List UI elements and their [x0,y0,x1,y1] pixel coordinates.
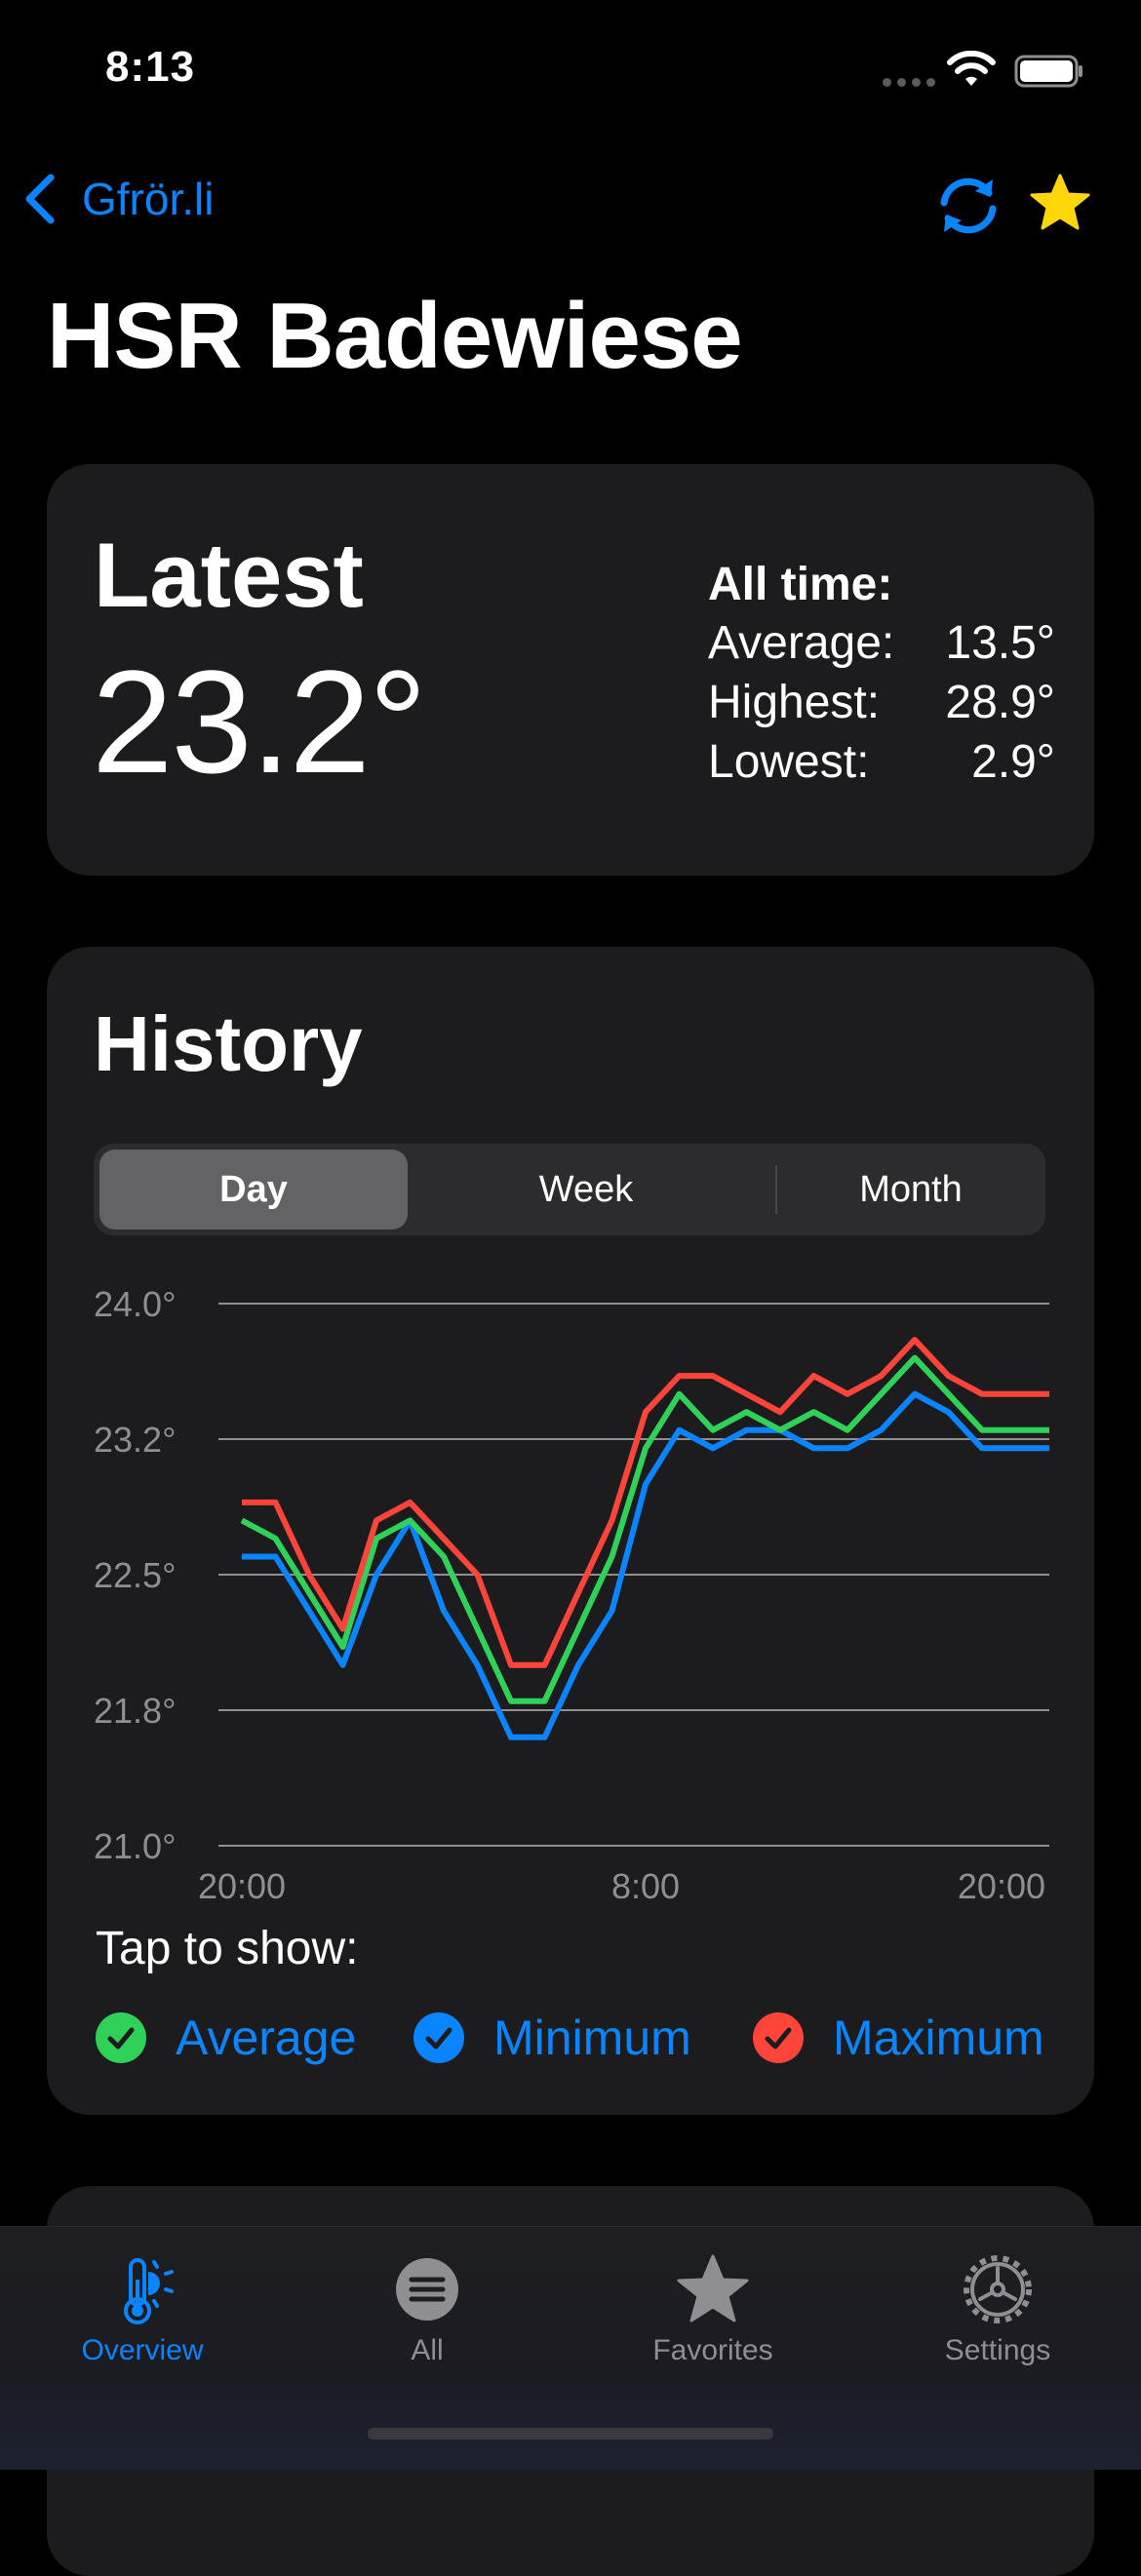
highest-label: Highest: [708,677,881,728]
status-time: 8:13 [105,43,196,91]
tab-all[interactable]: All [330,2250,525,2367]
history-chart: 24.0° 23.2° 22.5° 21.8° 21.0° 20:00 8:00 20:00 [94,1284,1049,1902]
thermometer-sun-icon [124,2258,174,2324]
lowest-label: Lowest: [708,736,870,788]
cellular-signal-icon [883,78,935,87]
tab-all-label: All [411,2334,444,2366]
average-label: Average: [708,617,895,669]
tap-to-show-label: Tap to show: [96,1923,359,1974]
average-value: 13.5° [945,617,1055,669]
y-tick-label: 22.5° [94,1555,176,1595]
segment-week[interactable]: Week [538,1169,634,1210]
stat-average: Average: 13.5° [708,616,1055,676]
tab-overview[interactable]: Overview [45,2250,240,2367]
back-button[interactable]: Gfrör.li [21,172,214,226]
latest-card: Latest 23.2° All time: Average: 13.5° Hi… [47,464,1094,876]
legend-maximum-label: Maximum [833,2010,1044,2065]
segment-divider [775,1165,777,1214]
battery-icon [1014,55,1082,88]
all-time-stats: All time: Average: 13.5° Highest: 28.9° … [708,558,1055,795]
legend-average-label: Average [176,2010,357,2065]
highest-value: 28.9° [945,677,1055,728]
wifi-icon [947,51,996,86]
y-tick-label: 21.0° [94,1826,176,1866]
legend-maximum[interactable]: Maximum [753,2010,1044,2066]
tab-favorites-label: Favorites [652,2334,773,2366]
gear-icon [964,2255,1032,2323]
legend-average[interactable]: Average [96,2010,356,2066]
lowest-value: 2.9° [971,736,1055,788]
stat-lowest: Lowest: 2.9° [708,735,1055,795]
chevron-left-icon [25,174,55,224]
y-tick-label: 24.0° [94,1284,176,1324]
x-tick-label: 20:00 [198,1866,286,1902]
tab-favorites[interactable]: Favorites [615,2250,810,2367]
series-line-average [240,1354,1049,1704]
refresh-icon[interactable] [934,172,1003,240]
tab-settings-label: Settings [944,2334,1051,2366]
y-tick-label: 23.2° [94,1420,176,1460]
back-label: Gfrör.li [82,174,215,224]
legend-minimum-label: Minimum [493,2010,691,2065]
latest-heading: Latest [94,524,364,626]
tab-overview-label: Overview [81,2334,204,2366]
series-line-maximum [242,1337,1049,1668]
check-circle-icon [753,2012,804,2063]
history-card: History Day Week Month 24.0° 23.2° 22.5° 21… [47,947,1094,2115]
favorite-star-icon[interactable] [1029,172,1091,234]
y-tick-label: 21.8° [94,1691,176,1731]
segment-month[interactable]: Month [859,1169,963,1210]
list-circle-icon [396,2258,458,2321]
tab-settings[interactable]: Settings [900,2250,1095,2367]
stat-highest: Highest: 28.9° [708,676,1055,735]
x-tick-label: 20:00 [958,1866,1045,1902]
history-heading: History [94,1000,363,1087]
check-circle-icon [413,2012,464,2063]
series-line-minimum [242,1390,1049,1740]
x-tick-label: 8:00 [611,1866,680,1902]
check-circle-icon [96,2012,146,2063]
home-indicator [368,2428,773,2439]
all-time-heading: All time: [708,559,893,610]
legend-minimum[interactable]: Minimum [413,2010,691,2066]
segment-day[interactable]: Day [99,1150,408,1229]
period-segmented-control[interactable]: Day Week Month [94,1144,1045,1235]
star-icon [677,2254,749,2322]
latest-value: 23.2° [92,640,427,803]
page-title: HSR Badewiese [47,284,743,388]
